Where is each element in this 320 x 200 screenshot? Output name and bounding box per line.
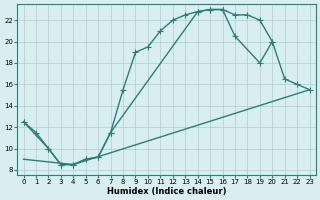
X-axis label: Humidex (Indice chaleur): Humidex (Indice chaleur) bbox=[107, 187, 226, 196]
